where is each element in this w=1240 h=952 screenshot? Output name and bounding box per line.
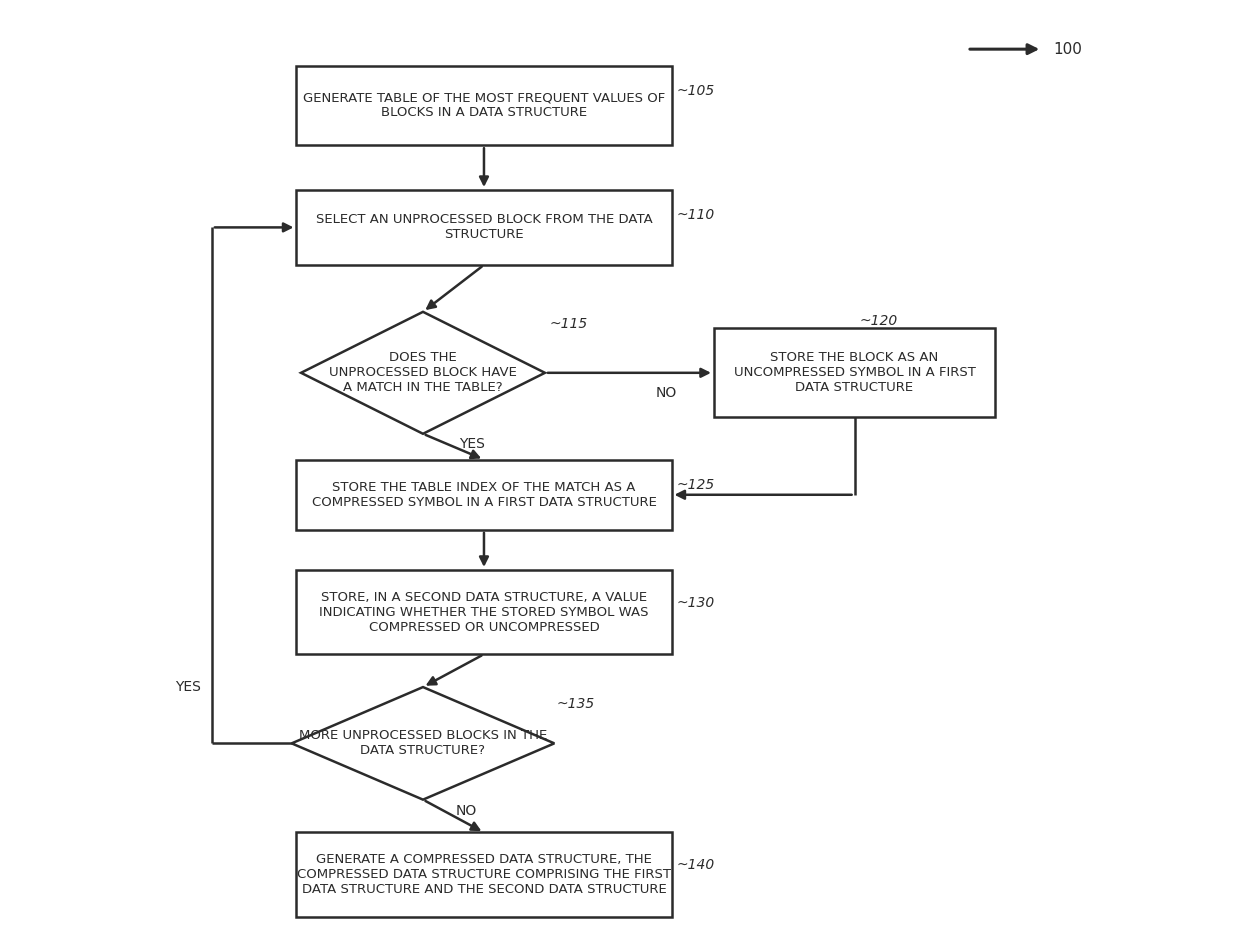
- FancyBboxPatch shape: [296, 570, 672, 654]
- Polygon shape: [291, 687, 554, 800]
- Text: ~115: ~115: [549, 317, 588, 331]
- Text: GENERATE TABLE OF THE MOST FREQUENT VALUES OF
BLOCKS IN A DATA STRUCTURE: GENERATE TABLE OF THE MOST FREQUENT VALU…: [303, 91, 665, 119]
- FancyBboxPatch shape: [296, 460, 672, 530]
- Text: STORE, IN A SECOND DATA STRUCTURE, A VALUE
INDICATING WHETHER THE STORED SYMBOL : STORE, IN A SECOND DATA STRUCTURE, A VAL…: [319, 590, 649, 633]
- Text: MORE UNPROCESSED BLOCKS IN THE
DATA STRUCTURE?: MORE UNPROCESSED BLOCKS IN THE DATA STRU…: [299, 729, 547, 758]
- Text: ~110: ~110: [676, 208, 714, 222]
- Text: ~125: ~125: [676, 479, 714, 492]
- Text: NO: NO: [456, 804, 477, 818]
- Text: ~105: ~105: [676, 85, 714, 98]
- FancyBboxPatch shape: [714, 328, 996, 417]
- Text: NO: NO: [656, 387, 677, 401]
- Text: GENERATE A COMPRESSED DATA STRUCTURE, THE
COMPRESSED DATA STRUCTURE COMPRISING T: GENERATE A COMPRESSED DATA STRUCTURE, TH…: [296, 853, 671, 896]
- Polygon shape: [301, 312, 544, 434]
- FancyBboxPatch shape: [296, 189, 672, 265]
- Text: 100: 100: [1054, 42, 1083, 57]
- Text: SELECT AN UNPROCESSED BLOCK FROM THE DATA
STRUCTURE: SELECT AN UNPROCESSED BLOCK FROM THE DAT…: [316, 213, 652, 242]
- FancyBboxPatch shape: [296, 66, 672, 146]
- Text: ~130: ~130: [676, 596, 714, 609]
- Text: STORE THE BLOCK AS AN
UNCOMPRESSED SYMBOL IN A FIRST
DATA STRUCTURE: STORE THE BLOCK AS AN UNCOMPRESSED SYMBO…: [734, 351, 976, 394]
- Text: ~120: ~120: [859, 314, 898, 328]
- Text: YES: YES: [175, 680, 201, 694]
- Text: YES: YES: [459, 437, 485, 450]
- Text: ~135: ~135: [557, 697, 594, 711]
- Text: STORE THE TABLE INDEX OF THE MATCH AS A
COMPRESSED SYMBOL IN A FIRST DATA STRUCT: STORE THE TABLE INDEX OF THE MATCH AS A …: [311, 481, 656, 508]
- FancyBboxPatch shape: [296, 832, 672, 917]
- Text: ~140: ~140: [676, 859, 714, 872]
- Text: DOES THE
UNPROCESSED BLOCK HAVE
A MATCH IN THE TABLE?: DOES THE UNPROCESSED BLOCK HAVE A MATCH …: [329, 351, 517, 394]
